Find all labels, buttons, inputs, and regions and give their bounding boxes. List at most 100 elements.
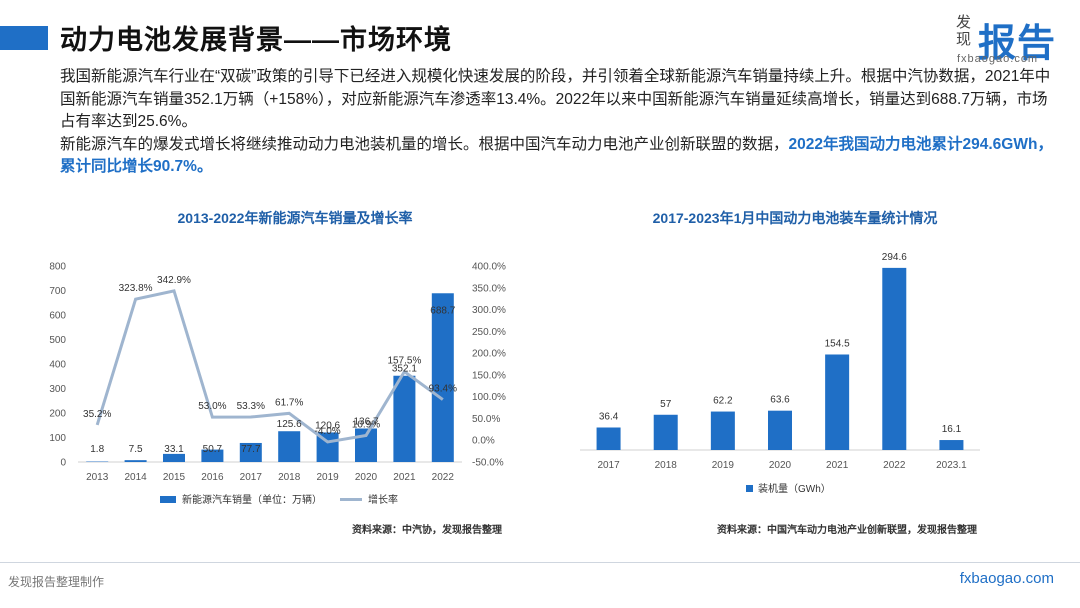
chart2-bar: [653, 414, 678, 450]
chart1-bar: [124, 460, 147, 462]
chart1-line-label: 157.5%: [387, 356, 421, 367]
chart1-line-label: 53.3%: [237, 401, 265, 412]
chart1-right-tick: 250.0%: [472, 327, 506, 338]
chart1-line-label: 10.9%: [352, 419, 380, 430]
logo-url: fxbaogao.com: [957, 53, 1039, 65]
chart1-bar: [393, 375, 416, 462]
chart2-bar-label: 36.4: [599, 411, 619, 422]
chart2-bar: [768, 410, 792, 450]
chart1-bar: [239, 442, 262, 462]
chart2-x-tick: 2023.1: [936, 460, 967, 471]
chart1-line-label: 93.4%: [429, 384, 457, 395]
chart1-line-label: 323.8%: [119, 283, 153, 294]
chart2-x-tick: 2021: [826, 460, 849, 471]
chart1-right-tick: 300.0%: [472, 305, 506, 316]
chart1-x-tick: 2017: [240, 472, 263, 483]
chart1-source: 资料来源：中汽协，发现报告整理: [352, 525, 502, 536]
chart1-x-tick: 2020: [355, 472, 378, 483]
chart1-left-tick: 600: [49, 311, 66, 322]
chart1-bar-label: 136.7: [353, 417, 378, 428]
chart2-battery-installs: 36.4 57 62.2 63.6 154.5 294.6 16.1 2017 2018 2019…: [580, 252, 980, 495]
chart1-line-label: 53.0%: [198, 401, 226, 412]
chart2-legend-label: 装机量（GWh）: [758, 482, 831, 495]
chart1-sales-growth: 0 100 200 300 400 500 600 700 800 -50.0% 0.0% 50.0%…: [49, 262, 506, 507]
chart2-x-tick: 2018: [655, 460, 678, 471]
chart2-x-tick: 2022: [883, 460, 906, 471]
chart1-left-tick: 100: [49, 433, 66, 444]
chart1-bar: [163, 453, 185, 462]
chart1-bar: [431, 293, 454, 462]
chart1-x-tick: 2014: [124, 472, 147, 483]
chart1-growth-line: [95, 289, 444, 444]
chart1-right-tick: 200.0%: [472, 349, 506, 360]
chart2-bar: [710, 411, 735, 450]
footer-divider: [0, 562, 1080, 563]
intro-paragraph: 我国新能源汽车行业在“双碳”政策的引导下已经进入规模化快速发展的阶段，并引领着全…: [60, 66, 1060, 179]
chart1-bar: [278, 431, 301, 462]
chart1-right-tick: 0.0%: [472, 436, 495, 447]
chart2-bar-label: 294.6: [882, 252, 907, 263]
chart1-right-tick: 50.0%: [472, 414, 500, 425]
intro-line-1: 我国新能源汽车行业在“双碳”政策的引导下已经进入规模化快速发展的阶段，并引领着全…: [60, 68, 1051, 130]
chart1-left-tick: 400: [49, 360, 66, 371]
chart1-x-tick: 2021: [393, 472, 416, 483]
chart1-bar-label: 688.7: [430, 305, 455, 316]
page-title: 动力电池发展背景——市场环境: [60, 25, 452, 55]
brand-logo[interactable]: 发现 报告 fxbaogao.com: [956, 10, 1060, 68]
chart1-right-tick: 400.0%: [472, 262, 506, 273]
chart2-bar-label: 57: [660, 399, 672, 410]
intro-line-2: 新能源汽车的爆发式增长将继续推动动力电池装机量的增长。根据中国汽车动力电池产业创…: [60, 134, 1060, 179]
chart1-bar-label: 7.5: [129, 444, 143, 455]
chart1-left-tick: 200: [49, 409, 66, 420]
chart2-x-tick: 2020: [769, 460, 792, 471]
footer-credit: 发现报告整理制作: [8, 575, 105, 589]
chart1-x-tick: 2019: [316, 472, 339, 483]
chart1-x-tick: 2018: [278, 472, 301, 483]
chart1-x-tick: 2015: [163, 472, 186, 483]
chart2-source: 资料来源：中国汽车动力电池产业创新联盟，发现报告整理: [717, 525, 977, 536]
chart1-line-label: 342.9%: [157, 275, 191, 286]
chart1-left-tick: 300: [49, 384, 66, 395]
chart2-bar: [939, 440, 964, 450]
chart1-right-tick: 150.0%: [472, 370, 506, 381]
chart2-title: 2017-2023年1月中国动力电池装车量统计情况: [652, 210, 938, 226]
chart2-x-tick: 2017: [597, 460, 620, 471]
chart1-right-tick: -50.0%: [472, 458, 504, 469]
chart2-bar-label: 63.6: [770, 395, 790, 406]
chart1-bar-label: 33.1: [164, 444, 184, 455]
chart2-bar-label: 62.2: [713, 396, 733, 407]
chart1-bar: [201, 449, 224, 462]
chart1-bar-label: 50.7: [203, 444, 223, 455]
chart1-left-tick: 500: [49, 335, 66, 346]
chart1-bar-label: 120.6: [315, 420, 340, 431]
footer-url[interactable]: fxbaogao.com: [959, 570, 1054, 587]
chart2-bar: [882, 267, 907, 450]
chart2-legend-swatch: [746, 485, 753, 492]
chart1-title: 2013-2022年新能源汽车销量及增长率: [177, 210, 413, 226]
intro-line-2-text: 新能源汽车的爆发式增长将继续推动动力电池装机量的增长。根据中国汽车动力电池产业创…: [60, 135, 789, 153]
chart1-left-tick: 700: [49, 286, 66, 297]
chart1-x-tick: 2016: [201, 472, 224, 483]
logo-small-text: 发现: [956, 14, 972, 48]
chart2-bar-label: 154.5: [825, 338, 850, 349]
chart1-bar-label: 352.1: [392, 364, 417, 375]
chart1-left-tick: 800: [49, 262, 66, 273]
logo-big-text: 报告: [978, 23, 1057, 65]
chart1-x-tick: 2022: [432, 472, 455, 483]
chart1-bar-label: 1.8: [90, 444, 104, 455]
chart1-line-label: 35.2%: [83, 409, 111, 420]
title-accent-bar: [0, 26, 48, 50]
chart1-line-label: 61.7%: [275, 397, 303, 408]
chart2-x-tick: 2019: [712, 460, 735, 471]
chart1-line-label: -4.0%: [315, 426, 341, 437]
chart1-x-tick: 2013: [86, 472, 109, 483]
chart1-legend-line-label: 增长率: [368, 493, 398, 506]
chart1-right-tick: 350.0%: [472, 283, 506, 294]
intro-highlight: 2022年我国动力电池累计294.6GWh，累计同比增长90.7%。: [60, 135, 1053, 176]
chart2-bar: [825, 354, 850, 450]
chart1-bar-label: 125.6: [277, 419, 302, 430]
chart1-legend-bar-label: 新能源汽车销量（单位：万辆）: [182, 493, 322, 506]
chart2-bar: [596, 427, 621, 450]
chart2-bar-label: 16.1: [942, 424, 962, 435]
chart1-bar-label: 77.7: [241, 444, 261, 455]
